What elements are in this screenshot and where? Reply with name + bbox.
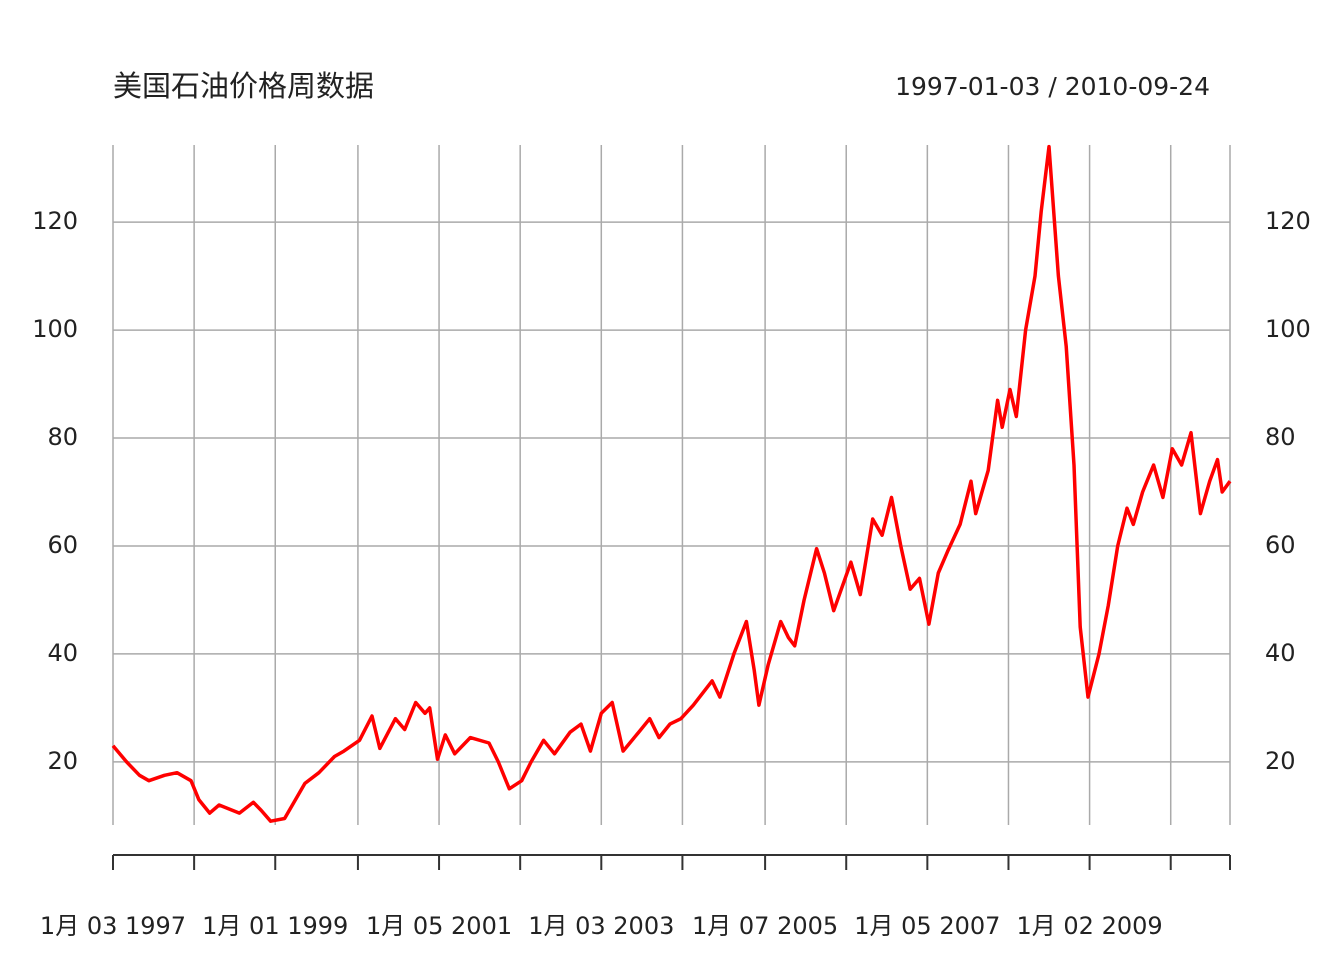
x-tick-label: 1月 03 1997	[40, 912, 186, 940]
y-tick-label: 80	[47, 423, 78, 451]
x-tick-label: 1月 05 2007	[854, 912, 1000, 940]
y-tick-label: 20	[47, 747, 78, 775]
y-tick-label-right: 40	[1265, 639, 1296, 667]
y-tick-label: 40	[47, 639, 78, 667]
x-tick-label: 1月 03 2003	[528, 912, 674, 940]
price-line	[111, 144, 1232, 823]
chart-title: 美国石油价格周数据	[113, 69, 374, 103]
x-tick-label: 1月 07 2005	[692, 912, 838, 940]
date-range: 1997-01-03 / 2010-09-24	[895, 72, 1210, 101]
x-tick-label: 1月 02 2009	[1017, 912, 1163, 940]
y-tick-label-right: 60	[1265, 531, 1296, 559]
y-tick-label-right: 20	[1265, 747, 1296, 775]
y-tick-label: 120	[32, 207, 78, 235]
y-tick-label-right: 80	[1265, 423, 1296, 451]
x-tick-label: 1月 01 1999	[202, 912, 348, 940]
y-tick-label-right: 100	[1265, 315, 1311, 343]
x-tick-label: 1月 05 2001	[366, 912, 512, 940]
y-tick-label-right: 120	[1265, 207, 1311, 235]
y-tick-label: 100	[32, 315, 78, 343]
y-tick-label: 60	[47, 531, 78, 559]
